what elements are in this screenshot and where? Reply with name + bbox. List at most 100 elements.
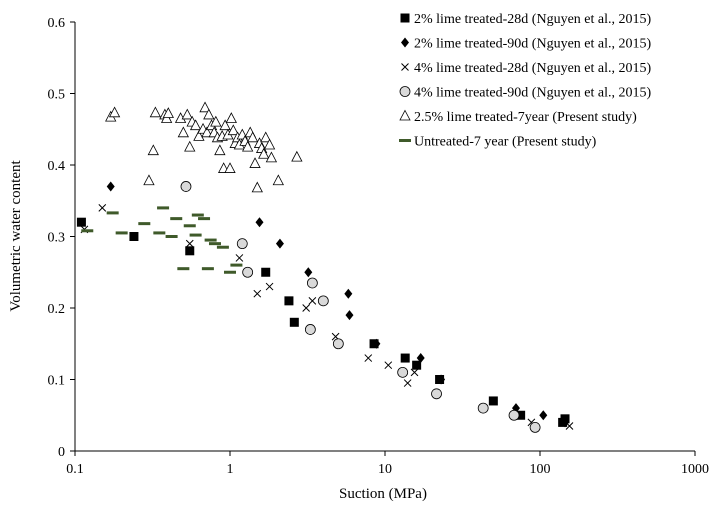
data-point xyxy=(284,296,294,306)
legend-marker xyxy=(399,109,411,121)
y-tick-label: 0.2 xyxy=(48,302,66,317)
data-point xyxy=(565,422,574,430)
legend-marker xyxy=(399,86,411,97)
data-point xyxy=(138,222,151,226)
legend-marker xyxy=(399,139,411,142)
data-point xyxy=(106,211,119,215)
data-point xyxy=(561,417,570,428)
y-tick-label: 0.5 xyxy=(48,88,66,103)
x-axis-title: Suction (MPa) xyxy=(339,486,427,502)
data-point xyxy=(149,106,162,118)
data-point xyxy=(397,366,409,378)
data-point xyxy=(76,217,86,227)
data-point xyxy=(193,130,205,141)
data-point xyxy=(224,162,236,173)
legend-entry: 4% lime treated-28d (Nguyen et al., 2015… xyxy=(401,61,651,76)
x-tick-label: 1 xyxy=(227,462,234,477)
data-point xyxy=(275,238,284,249)
data-point xyxy=(291,150,303,162)
y-tick-label: 0.1 xyxy=(48,374,66,389)
data-point xyxy=(129,232,139,241)
data-point xyxy=(289,317,299,327)
data-point xyxy=(272,174,284,186)
data-point xyxy=(306,277,318,289)
data-point xyxy=(170,217,183,221)
legend-marker xyxy=(400,13,410,23)
data-point xyxy=(106,181,115,192)
y-axis-title: Volumetric water content xyxy=(8,159,24,311)
data-point xyxy=(345,310,354,321)
series-3 xyxy=(80,204,574,430)
legend: 2% lime treated-28d (Nguyen et al., 2015… xyxy=(399,12,651,150)
data-point xyxy=(304,324,316,335)
data-point xyxy=(165,235,178,238)
legend-entry: 4% lime treated-90d (Nguyen et al., 2015… xyxy=(399,86,651,101)
data-point xyxy=(372,338,381,349)
data-point xyxy=(410,368,419,377)
data-point xyxy=(189,119,202,131)
series-6 xyxy=(81,206,243,274)
data-point xyxy=(184,140,196,152)
data-point xyxy=(162,107,174,118)
data-point xyxy=(199,101,211,113)
data-point xyxy=(201,126,213,138)
data-point xyxy=(265,151,278,163)
data-point xyxy=(225,112,237,123)
y-tick-label: 0.3 xyxy=(48,231,66,246)
legend-label: 4% lime treated-90d (Nguyen et al., 2015… xyxy=(414,86,651,101)
data-point xyxy=(185,246,195,256)
data-point xyxy=(208,242,221,246)
data-point xyxy=(147,144,159,156)
data-point xyxy=(81,229,94,233)
data-point xyxy=(263,138,276,150)
data-point xyxy=(251,181,263,193)
data-point xyxy=(236,238,248,250)
data-point xyxy=(302,304,311,312)
x-tick-label: 0.1 xyxy=(66,462,84,477)
data-point xyxy=(332,338,344,350)
data-point xyxy=(227,124,239,136)
data-point xyxy=(416,353,425,364)
data-point xyxy=(344,288,353,299)
data-point xyxy=(249,157,261,168)
data-point xyxy=(191,213,204,217)
legend-entry: 2% lime treated-90d (Nguyen et al., 2015… xyxy=(401,37,651,52)
data-marks xyxy=(76,101,574,433)
data-point xyxy=(384,361,393,370)
data-point xyxy=(261,267,271,277)
data-point xyxy=(511,403,520,414)
series-4 xyxy=(180,181,541,433)
data-point xyxy=(203,108,215,120)
data-point xyxy=(255,217,264,228)
data-point xyxy=(488,396,498,406)
data-point xyxy=(157,206,170,210)
data-point xyxy=(219,119,231,131)
data-point xyxy=(143,174,155,186)
legend-marker xyxy=(401,37,409,48)
series-1 xyxy=(76,217,570,427)
x-tick-label: 10 xyxy=(378,462,392,477)
data-point xyxy=(183,224,196,228)
data-point xyxy=(230,263,243,267)
data-point xyxy=(210,115,222,127)
data-point xyxy=(308,296,317,305)
y-tick-label: 0 xyxy=(58,445,65,460)
legend-label: 2% lime treated-28d (Nguyen et al., 2015… xyxy=(414,12,651,27)
legend-label: 4% lime treated-28d (Nguyen et al., 2015… xyxy=(414,61,651,76)
data-point xyxy=(265,282,274,291)
data-point xyxy=(201,267,214,271)
data-point xyxy=(403,379,412,387)
series-5 xyxy=(105,101,303,193)
legend-entry: Untreated-7 year (Present study) xyxy=(399,135,597,150)
legend-entry: 2% lime treated-28d (Nguyen et al., 2015… xyxy=(400,12,651,27)
data-point xyxy=(258,147,270,159)
data-point xyxy=(508,409,520,421)
data-point xyxy=(242,266,254,278)
data-point xyxy=(529,422,541,433)
data-point xyxy=(185,239,194,248)
legend-entry: 2.5% lime treated-7year (Present study) xyxy=(399,109,637,125)
series-2 xyxy=(106,181,570,428)
